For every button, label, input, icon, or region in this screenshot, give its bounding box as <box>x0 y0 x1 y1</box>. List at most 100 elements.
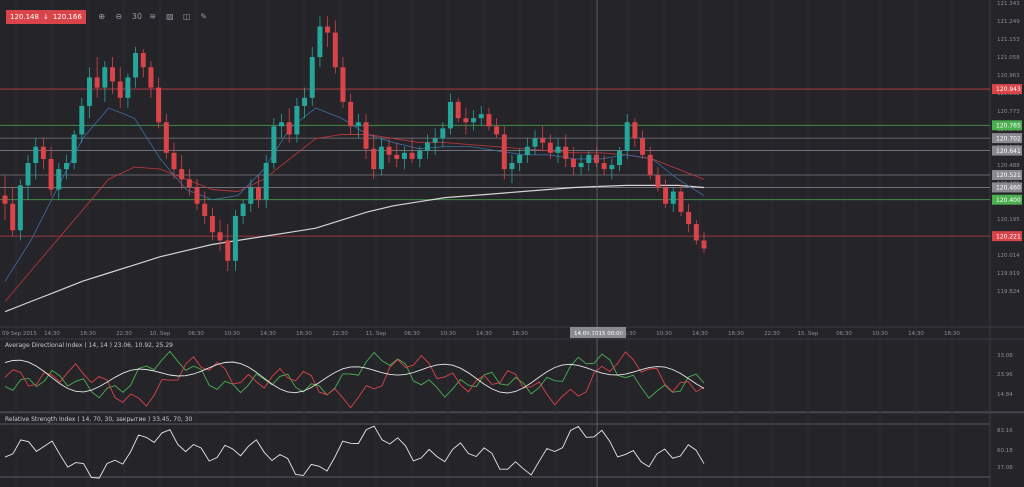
rsi-line <box>4 425 705 479</box>
screenshot-icon[interactable]: ▨ <box>166 12 174 21</box>
price-level-tag[interactable]: 120.765 <box>992 120 1022 131</box>
time-axis-label: 22:30 <box>116 331 132 337</box>
price-level-tag[interactable]: 120.221 <box>992 231 1022 242</box>
moving-average-line <box>4 184 705 313</box>
candle-body <box>325 26 331 33</box>
price-tag-bg <box>992 182 1022 193</box>
candle-body <box>448 101 454 129</box>
candle-body <box>10 203 16 231</box>
candle-body <box>140 52 146 68</box>
candle-body <box>2 195 8 204</box>
price-tag-bg <box>992 194 1022 205</box>
price-level-tag[interactable]: 120.702 <box>992 133 1022 144</box>
candle-body <box>424 142 430 151</box>
candle-body <box>117 81 123 98</box>
candle-body <box>217 232 223 241</box>
time-axis-label: 18:30 <box>296 331 312 337</box>
price-level-tag[interactable]: 120.460 <box>992 182 1022 193</box>
price-tag-bg <box>992 231 1022 242</box>
price-tag-label: 120.400 <box>996 197 1021 204</box>
candle-body <box>494 126 500 135</box>
price-axis-tick: 120.488 <box>997 163 1020 169</box>
candle-body <box>486 114 492 127</box>
timeframe-icon[interactable]: 30 <box>131 12 142 21</box>
time-axis-label: Sep <box>587 331 598 337</box>
candle-body <box>309 57 315 98</box>
time-axis-label: 06:30 <box>404 331 420 337</box>
time-axis-label: 15. Sep <box>798 331 819 337</box>
candle-body <box>232 215 238 261</box>
candle-body <box>555 146 561 153</box>
price-tag-label: 120.221 <box>996 233 1021 240</box>
price-axis-tick: 121.249 <box>997 19 1020 25</box>
candle-body <box>317 26 323 58</box>
candle-body <box>632 122 638 139</box>
candle-body <box>79 105 85 135</box>
time-axis-label: 22:30 <box>332 331 348 337</box>
candle-body <box>540 138 546 143</box>
objects-icon[interactable]: ◫ <box>183 12 191 21</box>
zoom-out-icon[interactable]: ⊖ <box>115 12 123 21</box>
adx-main-line <box>4 359 705 394</box>
price-tag-label: 120.641 <box>996 148 1021 155</box>
time-axis-label: 10. Sep <box>150 331 171 337</box>
candle-body <box>394 154 400 159</box>
time-axis-label: 06:30 <box>188 331 204 337</box>
quote-box[interactable]: 120.148 ↓ 120.166 <box>6 10 86 24</box>
time-axis-label: 10:30 <box>440 331 456 337</box>
candle-body <box>371 148 377 170</box>
candle-body <box>655 175 661 188</box>
rsi-axis-tick: 83.16 <box>997 428 1013 434</box>
rsi-axis-tick: 37.08 <box>997 465 1013 471</box>
candle-body <box>110 67 116 82</box>
candle-body <box>255 187 261 200</box>
rsi-panel-title: Relative Strength Index ( 14, 70, 30, за… <box>5 416 193 423</box>
zoom-in-icon[interactable]: ⊕ <box>98 12 106 21</box>
adx-panel-title: Average Directional Index ( 14, 14 ) 23.… <box>5 342 173 349</box>
price-tag-label: 120.765 <box>996 123 1021 130</box>
rsi-axis-tick: 60.18 <box>997 448 1013 454</box>
candle-body <box>286 122 292 135</box>
candle-body <box>163 122 169 153</box>
time-axis-label: 14:30 <box>44 331 60 337</box>
time-axis-label: 10:30 <box>656 331 672 337</box>
candle-body <box>240 203 246 216</box>
candle-body <box>417 150 423 159</box>
candle-body <box>71 134 77 163</box>
price-level-tag[interactable]: 120.943 <box>992 84 1022 95</box>
candle-body <box>263 163 269 200</box>
candle-body <box>547 142 553 153</box>
price-tag-bg <box>992 120 1022 131</box>
candle-body <box>40 146 46 159</box>
candle-body <box>294 105 300 135</box>
price-tag-label: 120.702 <box>996 135 1021 142</box>
price-level-tag[interactable]: 120.521 <box>992 170 1022 181</box>
candle-body <box>593 154 599 163</box>
price-direction-icon: ↓ <box>42 13 49 21</box>
time-axis-label: 14:30 <box>908 331 924 337</box>
time-axis-label: 18:30 <box>80 331 96 337</box>
price-level-tag[interactable]: 120.400 <box>992 194 1022 205</box>
candle-body <box>202 203 208 216</box>
candle-body <box>209 215 215 233</box>
candle-body <box>86 77 92 106</box>
candle-body <box>194 187 200 204</box>
adx-axis-tick: 33.08 <box>997 353 1013 359</box>
indicators-icon[interactable]: ≋ <box>149 12 157 21</box>
price-axis-tick: 119.824 <box>997 289 1020 295</box>
candle-body <box>279 122 285 127</box>
moving-average-line <box>4 134 705 302</box>
candle-body <box>363 122 369 149</box>
candle-body <box>409 152 415 159</box>
candle-body <box>624 122 630 151</box>
price-axis-tick: 120.195 <box>997 217 1020 223</box>
price-level-tag[interactable]: 120.641 <box>992 145 1022 156</box>
candle-body <box>524 146 530 155</box>
time-axis-label: 14:30 <box>476 331 492 337</box>
price-tag-label: 120.943 <box>996 86 1021 93</box>
candle-body <box>570 158 576 168</box>
draw-icon[interactable]: ✎ <box>200 12 208 21</box>
price-axis-tick: 120.014 <box>997 253 1020 259</box>
